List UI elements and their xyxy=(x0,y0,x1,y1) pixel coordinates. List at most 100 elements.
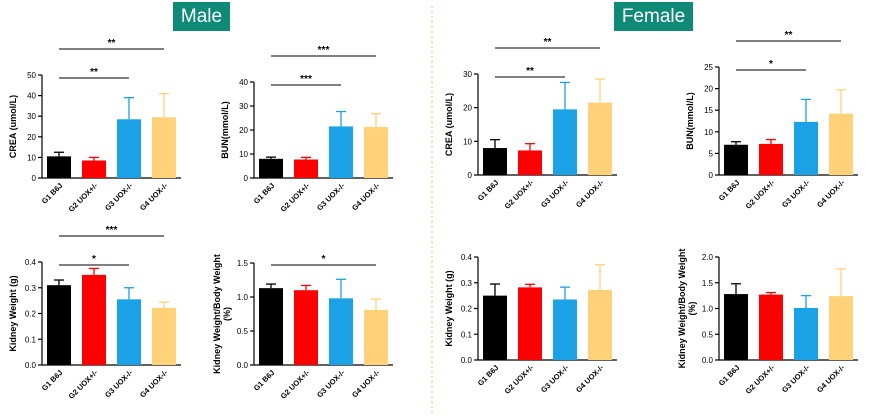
female-kw-category-label: G4 UOX-/- xyxy=(574,363,606,395)
male-crea-category-label: G4 UOX-/- xyxy=(138,181,170,213)
male-bun-category-label: G3 UOX-/- xyxy=(315,181,347,213)
male-bun-bar-2 xyxy=(294,159,318,178)
female-kw-category-label: G1 B6J xyxy=(476,363,501,388)
male-bun-bar-3 xyxy=(329,126,353,178)
male-panel-title: Male xyxy=(173,2,230,31)
male-crea-y-tick-label: 30 xyxy=(27,112,36,121)
male-kw-bar-2 xyxy=(82,274,106,365)
female-crea-bar-4 xyxy=(588,102,612,175)
male-crea-bar-3 xyxy=(117,119,141,178)
male-kwbw-y-label: (%) xyxy=(222,307,232,321)
male-bun-y-label: BUN(mmol/L) xyxy=(220,101,230,159)
female-bun-y-tick-label: 0 xyxy=(709,171,714,180)
male-bun-significance-label: *** xyxy=(318,45,330,56)
female-kw-y-tick-label: 0.4 xyxy=(461,253,473,262)
male-kw-significance-label: * xyxy=(92,254,96,265)
male-bun-chart: 0 10 20 30 40 BUN(mmol/L) G1 B6J G2 UOX+/- G3 UO… xyxy=(220,45,393,214)
male-kw-bar-3 xyxy=(117,299,141,365)
male-kw-y-tick-label: 0.4 xyxy=(25,258,37,267)
female-kw-y-tick-label: 0.3 xyxy=(461,279,473,288)
female-kwbw-y-tick-label: 1.0 xyxy=(702,305,714,314)
male-crea-y-tick-label: 10 xyxy=(27,153,36,162)
female-bun-chart: 0 5 10 15 20 25 BUN(mmol/L) G1 B6J G2 UOX+/- G3 U… xyxy=(685,30,858,211)
female-bun-y-tick-label: 5 xyxy=(709,149,714,158)
male-kw-y-tick-label: 0.2 xyxy=(25,310,37,319)
male-crea-category-label: G3 UOX-/- xyxy=(103,181,135,213)
female-kwbw-bar-4 xyxy=(829,296,853,360)
female-kwbw-category-label: G2 UOX+/- xyxy=(744,363,777,396)
female-kw-bar-4 xyxy=(588,289,612,360)
female-kwbw-y-tick-label: 0.0 xyxy=(702,356,714,365)
male-crea-y-tick-label: 0 xyxy=(32,174,37,183)
male-kw-bar-1 xyxy=(47,285,71,365)
female-crea-y-tick-label: 0 xyxy=(468,171,473,180)
female-crea-category-label: G4 UOX-/- xyxy=(574,178,606,210)
female-bun-y-tick-label: 25 xyxy=(704,63,713,72)
male-crea-y-tick-label: 20 xyxy=(27,133,36,142)
female-bun-significance-label: ** xyxy=(785,30,793,41)
female-bun-significance-label: * xyxy=(769,59,773,70)
male-kwbw-bar-1 xyxy=(259,288,283,365)
male-kwbw-chart: 0.0 0.5 1.0 1.5 Kidney Weight/Body Weight (%)… xyxy=(212,254,393,401)
male-crea-y-label: CREA (umol/L) xyxy=(8,95,18,158)
male-bun-category-label: G4 UOX-/- xyxy=(350,181,382,213)
male-bun-bar-4 xyxy=(364,126,388,178)
male-kw-y-tick-label: 0.1 xyxy=(25,335,37,344)
female-kwbw-y-label: Kidney Weight/Body Weight xyxy=(677,249,687,369)
female-kw-chart: 0.0 0.1 0.2 0.3 0.4 Kidney Weight (g) G1 B6J G2… xyxy=(444,253,617,396)
male-bun-category-label: G2 UOX+/- xyxy=(279,181,312,214)
female-crea-y-tick-label: 30 xyxy=(463,70,472,79)
female-kwbw-y-tick-label: 1.5 xyxy=(702,279,714,288)
female-kw-bar-3 xyxy=(553,299,577,360)
male-kw-category-label: G3 UOX-/- xyxy=(103,368,135,400)
female-kwbw-y-tick-label: 2.0 xyxy=(702,253,714,262)
female-crea-significance-label: ** xyxy=(544,37,552,48)
male-kwbw-y-tick-label: 1.5 xyxy=(237,259,249,268)
male-kwbw-bar-3 xyxy=(329,298,353,365)
female-kw-y-tick-label: 0.2 xyxy=(461,305,473,314)
male-kw-chart: 0.0 0.1 0.2 0.3 0.4 Kidney Weight (g) G1 B6J G2… xyxy=(8,225,181,401)
female-kw-category-label: G3 UOX-/- xyxy=(539,363,571,395)
male-kw-y-tick-label: 0.0 xyxy=(25,361,37,370)
female-crea-y-label: CREA (umol/L) xyxy=(444,93,454,156)
female-crea-bar-2 xyxy=(518,150,542,175)
female-kw-y-label: Kidney Weight (g) xyxy=(444,270,454,346)
female-kwbw-category-label: G3 UOX-/- xyxy=(780,363,812,395)
male-bun-significance-label: *** xyxy=(300,74,312,85)
female-kw-y-tick-label: 0.0 xyxy=(461,356,473,365)
male-bun-y-tick-label: 0 xyxy=(244,174,249,183)
male-crea-category-label: G2 UOX+/- xyxy=(67,181,100,214)
male-kwbw-y-tick-label: 0.0 xyxy=(237,361,249,370)
male-kw-category-label: G2 UOX+/- xyxy=(67,368,100,401)
male-crea-significance-label: ** xyxy=(90,67,98,78)
female-kw-bar-2 xyxy=(518,287,542,360)
male-kwbw-category-label: G2 UOX+/- xyxy=(279,368,312,401)
female-crea-category-label: G1 B6J xyxy=(476,178,501,203)
male-kw-category-label: G1 B6J xyxy=(40,368,65,393)
male-kwbw-category-label: G1 B6J xyxy=(252,368,277,393)
male-crea-bar-2 xyxy=(82,160,106,178)
male-kwbw-y-label: Kidney Weight/Body Weight xyxy=(212,254,222,374)
female-kwbw-bar-1 xyxy=(724,294,748,360)
female-crea-bar-1 xyxy=(483,148,507,175)
female-kwbw-y-tick-label: 0.5 xyxy=(702,330,714,339)
female-bun-bar-3 xyxy=(794,121,818,175)
male-kwbw-bar-2 xyxy=(294,290,318,365)
male-kw-bar-4 xyxy=(152,307,176,365)
female-kwbw-bar-3 xyxy=(794,307,818,360)
male-kw-significance-label: *** xyxy=(106,225,118,236)
male-bun-y-tick-label: 40 xyxy=(239,78,248,87)
male-kwbw-category-label: G3 UOX-/- xyxy=(315,368,347,400)
female-kwbw-category-label: G1 B6J xyxy=(717,363,742,388)
female-crea-chart: 0 10 20 30 CREA (umol/L) G1 B6J G2 UOX+/- G3 UO… xyxy=(444,37,617,211)
male-kwbw-significance-label: * xyxy=(322,254,326,265)
male-kwbw-y-tick-label: 1.0 xyxy=(237,293,249,302)
male-kw-y-tick-label: 0.3 xyxy=(25,284,37,293)
male-kw-y-label: Kidney Weight (g) xyxy=(8,275,18,351)
female-kw-category-label: G2 UOX+/- xyxy=(503,363,536,396)
male-crea-y-tick-label: 40 xyxy=(27,92,36,101)
female-bun-y-tick-label: 20 xyxy=(704,85,713,94)
male-crea-category-label: G1 B6J xyxy=(40,181,65,206)
